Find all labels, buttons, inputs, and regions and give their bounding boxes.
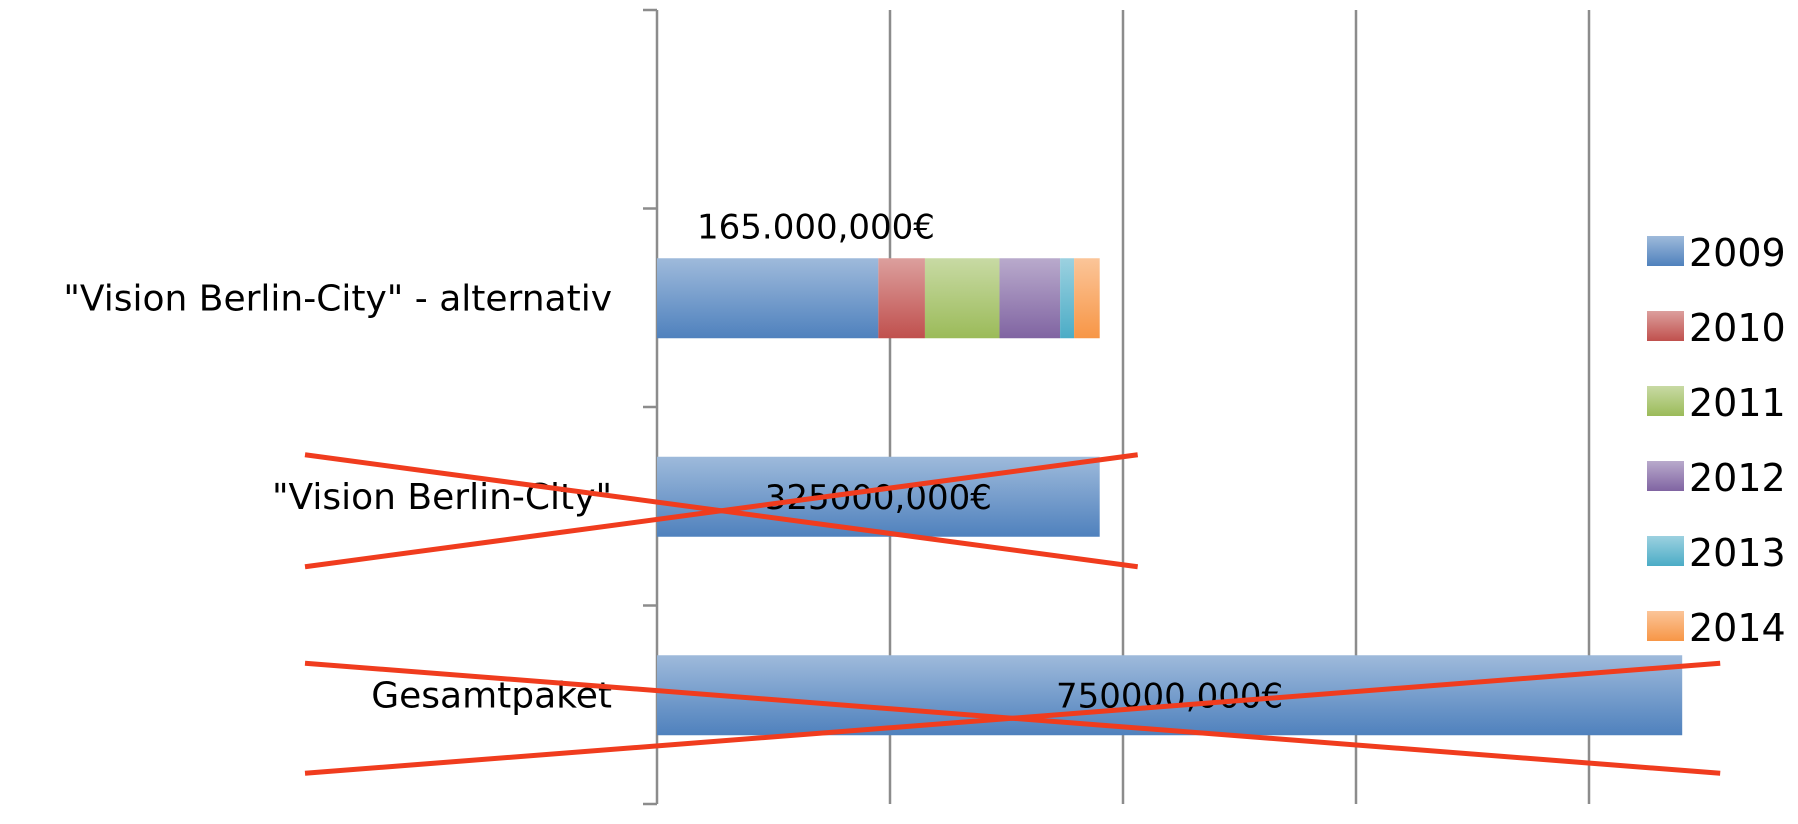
bar-vision-berlin-city-alternativ-2011	[924, 258, 1000, 339]
category-label-vision-berlin-city-alternativ: "Vision Berlin-City" - alternativ	[63, 278, 612, 319]
bar-vision-berlin-city-alternativ-2009	[657, 258, 879, 339]
legend-label-2012: 2012	[1689, 456, 1786, 500]
legend-label-2014: 2014	[1689, 606, 1786, 650]
legend-swatch-2009	[1647, 236, 1684, 266]
legend-swatch-2014	[1647, 611, 1684, 641]
data-label-vision-berlin-city-alternativ: 165.000,000€	[697, 207, 935, 247]
legend-label-2011: 2011	[1689, 381, 1786, 425]
legend-label-2009: 2009	[1689, 231, 1786, 275]
category-axis	[643, 8, 659, 806]
bar-vision-berlin-city-alternativ-2012	[999, 258, 1061, 339]
cross-line-gesamtpaket-b	[304, 660, 1721, 776]
bar-gesamtpaket-2009	[657, 655, 1683, 736]
legend: 2009 2010 2011 2012 2013 2014	[1647, 231, 1786, 650]
cross-line-vision-berlin-city-b	[304, 452, 1139, 570]
category-labels: "Vision Berlin-City" - alternativ "Vision…	[63, 278, 612, 716]
legend-label-2010: 2010	[1689, 306, 1786, 350]
bar-vision-berlin-city-alternativ-2013	[1060, 258, 1075, 339]
category-label-vision-berlin-city: "Vision Berlin-City"	[272, 477, 612, 518]
legend-label-2013: 2013	[1689, 531, 1786, 575]
category-label-gesamtpaket: Gesamtpaket	[371, 675, 612, 716]
legend-swatch-2011	[1647, 386, 1684, 416]
bar-vision-berlin-city-alternativ-2010	[878, 258, 925, 339]
legend-swatch-2013	[1647, 536, 1684, 566]
strike-through-marks	[304, 452, 1721, 776]
data-label-vision-berlin-city: 325000,000€	[765, 478, 992, 518]
legend-swatch-2010	[1647, 311, 1684, 341]
bar-vision-berlin-city-alternativ-2014	[1074, 258, 1100, 339]
legend-swatch-2012	[1647, 461, 1684, 491]
